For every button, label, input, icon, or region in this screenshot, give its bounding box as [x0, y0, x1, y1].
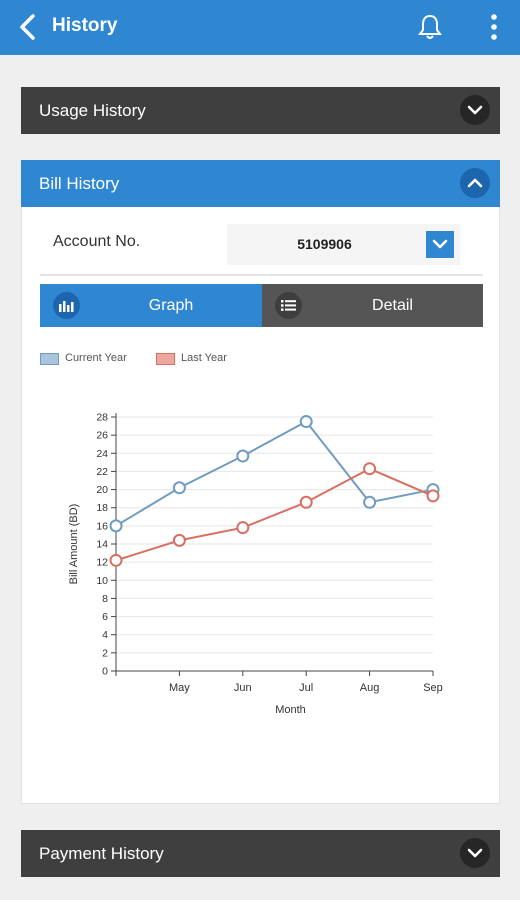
data-point-current-year	[236, 449, 250, 463]
y-tick-label: 12	[96, 557, 108, 569]
tab-graph[interactable]: Graph	[40, 284, 262, 327]
bill-history-label: Bill History	[39, 174, 120, 193]
tab-detail[interactable]: Detail	[262, 284, 483, 327]
y-tick-label: 16	[96, 520, 108, 532]
y-tick-label: 22	[96, 466, 108, 478]
account-value: 5109906	[297, 236, 352, 252]
back-arrow-icon	[20, 14, 35, 40]
usage-history-header[interactable]: Usage History	[21, 87, 500, 134]
data-point-last-year	[236, 521, 250, 535]
notifications-button[interactable]	[416, 12, 444, 42]
legend-label-last-year: Last Year	[181, 352, 227, 364]
data-point-last-year	[363, 462, 377, 476]
tab-graph-label: Graph	[148, 297, 194, 314]
bell-icon	[418, 14, 442, 39]
usage-history-label: Usage History	[39, 101, 146, 120]
legend-label-current-year: Current Year	[65, 352, 127, 364]
data-point-last-year	[172, 533, 186, 547]
account-select[interactable]: 5109906	[227, 224, 460, 265]
payment-history-label: Payment History	[39, 844, 164, 863]
y-tick-label: 6	[102, 611, 108, 623]
y-tick-label: 2	[102, 647, 108, 659]
list-icon	[275, 292, 302, 319]
data-point-current-year	[109, 519, 123, 533]
page-title: History	[52, 15, 118, 36]
y-tick-label: 14	[96, 539, 108, 551]
chevron-up-icon	[460, 168, 490, 198]
data-point-last-year	[299, 495, 313, 509]
y-tick-label: 0	[102, 666, 108, 678]
y-tick-label: 24	[96, 448, 108, 460]
payment-history-header[interactable]: Payment History	[21, 830, 500, 877]
back-button[interactable]	[16, 12, 42, 42]
data-point-current-year	[299, 415, 313, 429]
dropdown-caret-icon	[426, 231, 454, 258]
bill-history-panel: Account No. 5109906 Graph Detail	[21, 207, 500, 804]
x-tick-label: Jun	[234, 682, 252, 694]
x-axis-label: Month	[275, 704, 306, 716]
data-point-current-year	[363, 495, 377, 509]
y-tick-label: 26	[96, 430, 108, 442]
y-tick-label: 4	[102, 629, 108, 641]
y-tick-label: 18	[96, 502, 108, 514]
more-vertical-icon	[491, 14, 497, 40]
data-point-current-year	[172, 481, 186, 495]
y-tick-label: 8	[102, 593, 108, 605]
bill-history-header[interactable]: Bill History	[21, 160, 500, 207]
x-tick-label: Sep	[423, 682, 443, 694]
account-label: Account No.	[53, 233, 141, 250]
series-line-current-year	[115, 420, 434, 527]
legend-swatch-last-year	[156, 353, 175, 365]
legend-swatch-current-year	[40, 353, 59, 365]
more-options-button[interactable]	[484, 12, 504, 42]
y-axis-label: Bill Amount (BD)	[68, 504, 80, 585]
data-point-last-year	[109, 553, 123, 567]
x-tick-label: Aug	[360, 682, 380, 694]
chevron-down-icon	[460, 95, 490, 125]
app-bar: History	[0, 0, 520, 55]
series-line-last-year	[115, 467, 434, 562]
tab-detail-label: Detail	[372, 297, 413, 314]
y-tick-label: 10	[96, 575, 108, 587]
data-point-last-year	[426, 489, 440, 503]
x-tick-label: May	[169, 682, 190, 694]
x-tick-label: Jul	[299, 682, 313, 694]
y-tick-label: 28	[96, 412, 108, 424]
chevron-down-icon	[460, 838, 490, 868]
bar-chart-icon	[53, 292, 80, 319]
divider	[40, 274, 483, 276]
y-tick-label: 20	[96, 484, 108, 496]
